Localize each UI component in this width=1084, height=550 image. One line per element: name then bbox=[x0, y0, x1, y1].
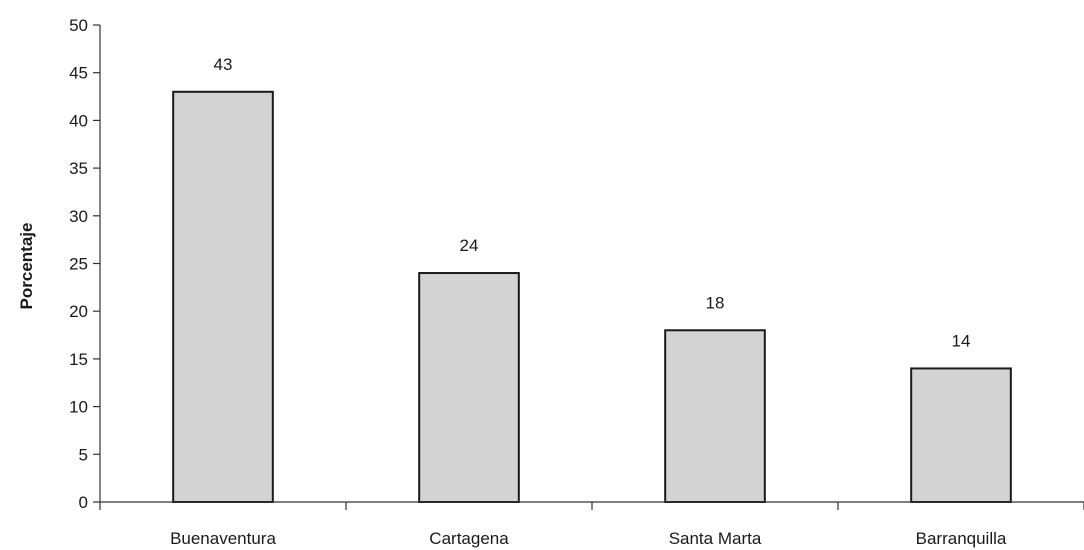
data-label: 14 bbox=[952, 331, 971, 350]
data-label: 43 bbox=[214, 55, 233, 74]
x-category-label: Cartagena bbox=[429, 529, 509, 548]
bar-buenaventura bbox=[172, 90, 274, 503]
y-axis-title: Porcentaje bbox=[17, 223, 36, 310]
bars: 43 24 18 14 bbox=[172, 55, 1012, 504]
y-tick-label: 40 bbox=[69, 111, 88, 130]
y-tick-label: 25 bbox=[69, 255, 88, 274]
x-category-label: Barranquilla bbox=[916, 529, 1007, 548]
data-label: 24 bbox=[460, 236, 479, 255]
bar-barranquilla bbox=[910, 367, 1012, 503]
data-label: 18 bbox=[706, 293, 725, 312]
y-tick-label: 30 bbox=[69, 207, 88, 226]
bar-cartagena bbox=[418, 272, 520, 504]
x-category-label: Santa Marta bbox=[669, 529, 762, 548]
y-tick-label: 35 bbox=[69, 159, 88, 178]
y-tick-label: 5 bbox=[79, 445, 88, 464]
x-axis: Buenaventura Cartagena Santa Marta Barranqu… bbox=[99, 501, 1084, 548]
y-tick-label: 10 bbox=[69, 398, 88, 417]
y-tick-label: 20 bbox=[69, 302, 88, 321]
y-axis: 0 5 10 15 20 25 30 35 40 45 50 bbox=[69, 16, 101, 512]
bar-santa-marta bbox=[664, 329, 766, 503]
y-tick-label: 50 bbox=[69, 16, 88, 35]
x-category-label: Buenaventura bbox=[170, 529, 276, 548]
y-tick-label: 0 bbox=[79, 493, 88, 512]
y-tick-label: 15 bbox=[69, 350, 88, 369]
y-tick-label: 45 bbox=[69, 64, 88, 83]
